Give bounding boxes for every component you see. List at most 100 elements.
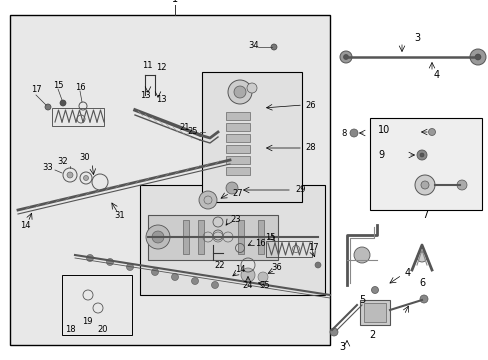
Circle shape (151, 269, 158, 275)
Circle shape (419, 295, 427, 303)
Text: 12: 12 (156, 63, 166, 72)
Circle shape (246, 83, 257, 93)
Bar (225, 112, 249, 120)
Circle shape (343, 54, 348, 59)
Circle shape (67, 172, 73, 178)
Bar (140, 185, 325, 295)
Text: 6: 6 (418, 278, 424, 288)
Circle shape (419, 153, 423, 157)
Circle shape (152, 231, 163, 243)
Text: 8: 8 (341, 129, 346, 138)
Text: 21: 21 (180, 123, 190, 132)
Circle shape (234, 86, 245, 98)
Text: 20: 20 (98, 325, 108, 334)
Circle shape (474, 54, 480, 60)
Circle shape (126, 264, 133, 270)
Text: 7: 7 (421, 210, 427, 220)
Bar (62, 275, 132, 335)
Bar (369, 118, 481, 210)
Bar (225, 156, 249, 164)
Circle shape (171, 274, 178, 280)
Text: 1: 1 (172, 0, 178, 4)
Text: 19: 19 (81, 318, 92, 327)
Text: 15: 15 (53, 81, 63, 90)
Circle shape (270, 44, 276, 50)
Circle shape (227, 80, 251, 104)
Circle shape (191, 278, 198, 284)
Bar (10, 15, 329, 345)
Text: 16: 16 (75, 82, 85, 91)
Text: 33: 33 (42, 163, 53, 172)
Circle shape (329, 328, 337, 336)
Bar (148, 215, 278, 260)
Circle shape (258, 272, 267, 282)
Bar (363, 303, 385, 322)
Text: 3: 3 (338, 342, 345, 352)
Text: 26: 26 (305, 100, 315, 109)
Bar (238, 220, 244, 254)
Circle shape (469, 49, 485, 65)
Bar (258, 220, 264, 254)
Bar (183, 220, 189, 254)
Bar (225, 167, 249, 175)
Circle shape (339, 51, 351, 63)
Text: 11: 11 (142, 60, 152, 69)
Circle shape (416, 150, 426, 160)
Circle shape (146, 225, 170, 249)
Text: 29: 29 (294, 185, 305, 194)
Text: 5: 5 (358, 295, 365, 305)
Text: 31: 31 (115, 211, 125, 220)
Bar (198, 220, 203, 254)
Circle shape (106, 258, 113, 266)
Circle shape (241, 268, 254, 282)
Circle shape (414, 175, 434, 195)
Text: 14: 14 (20, 220, 30, 230)
Bar (359, 300, 389, 325)
Circle shape (225, 182, 238, 194)
Text: 10: 10 (377, 125, 389, 135)
Circle shape (45, 104, 51, 110)
Bar (265, 241, 311, 257)
Circle shape (314, 262, 320, 268)
Circle shape (349, 129, 357, 137)
Text: 13: 13 (140, 90, 150, 99)
Text: 25: 25 (187, 127, 198, 136)
Text: 23: 23 (229, 216, 240, 225)
Text: 2: 2 (368, 330, 374, 340)
Text: 30: 30 (80, 153, 90, 162)
Circle shape (211, 282, 218, 288)
Text: 9: 9 (377, 150, 384, 160)
Circle shape (83, 175, 88, 180)
Circle shape (86, 255, 93, 261)
Circle shape (420, 181, 428, 189)
Bar (202, 72, 302, 202)
Text: 27: 27 (231, 189, 242, 198)
Text: 4: 4 (433, 70, 439, 80)
Circle shape (60, 100, 66, 106)
Bar (52, 108, 104, 126)
Text: 34: 34 (247, 40, 258, 49)
Circle shape (456, 180, 466, 190)
Text: 18: 18 (64, 325, 75, 334)
Text: 28: 28 (305, 144, 315, 153)
Circle shape (416, 252, 426, 262)
Bar (225, 145, 249, 153)
Circle shape (427, 129, 435, 135)
Bar (225, 134, 249, 142)
Circle shape (353, 247, 369, 263)
Bar (225, 123, 249, 131)
Text: 17: 17 (31, 85, 41, 94)
Text: 22: 22 (214, 261, 225, 270)
Text: 24: 24 (242, 280, 253, 289)
Text: 35: 35 (259, 280, 270, 289)
Text: 32: 32 (58, 158, 68, 166)
Text: 16: 16 (254, 238, 265, 248)
Circle shape (371, 287, 378, 293)
Text: 17: 17 (307, 243, 318, 252)
Text: 15: 15 (264, 234, 275, 243)
Text: 13: 13 (155, 95, 166, 104)
Circle shape (199, 191, 217, 209)
Text: 4: 4 (404, 268, 410, 278)
Text: 14: 14 (234, 266, 245, 274)
Text: 36: 36 (271, 264, 282, 273)
